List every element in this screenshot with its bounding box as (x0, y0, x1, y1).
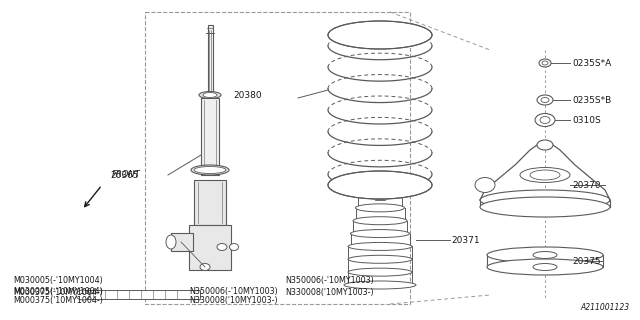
Ellipse shape (539, 59, 551, 67)
Ellipse shape (348, 255, 412, 263)
Text: 20370: 20370 (572, 180, 600, 189)
Ellipse shape (358, 191, 402, 199)
Text: N350006(-'10MY1003): N350006(-'10MY1003) (285, 276, 374, 284)
Text: 20365: 20365 (110, 171, 139, 180)
Text: M030005(-'10MY1004): M030005(-'10MY1004) (13, 276, 103, 284)
Bar (194, 180, 226, 225)
Ellipse shape (487, 259, 603, 275)
Ellipse shape (76, 290, 90, 300)
Bar (171, 233, 193, 251)
Ellipse shape (328, 171, 432, 199)
Ellipse shape (217, 244, 227, 251)
Text: M000375('10MY1004-): M000375('10MY1004-) (13, 296, 102, 305)
Text: FRONT: FRONT (112, 170, 141, 179)
Ellipse shape (348, 268, 412, 276)
Ellipse shape (535, 114, 555, 126)
Ellipse shape (194, 166, 226, 173)
Bar (87, 290, 200, 299)
Ellipse shape (371, 191, 389, 199)
Text: 0310S: 0310S (572, 116, 601, 124)
Text: N330008('10MY1003-): N330008('10MY1003-) (285, 289, 374, 298)
Ellipse shape (355, 204, 404, 212)
Text: A211001123: A211001123 (581, 303, 630, 312)
Ellipse shape (533, 252, 557, 259)
Text: 20375: 20375 (572, 257, 600, 266)
Ellipse shape (537, 140, 553, 150)
Text: M000375('10MY1004-): M000375('10MY1004-) (13, 289, 103, 298)
Text: N350006(-'10MY1003): N350006(-'10MY1003) (189, 287, 278, 296)
Ellipse shape (344, 281, 416, 289)
Ellipse shape (351, 229, 410, 237)
Ellipse shape (348, 243, 412, 251)
Text: 0235S*A: 0235S*A (572, 59, 611, 68)
Ellipse shape (166, 235, 176, 249)
Bar (201, 98, 219, 175)
Text: 20380: 20380 (233, 91, 262, 100)
Ellipse shape (487, 247, 603, 263)
Ellipse shape (199, 92, 221, 99)
Ellipse shape (533, 263, 557, 270)
Ellipse shape (328, 21, 432, 49)
Ellipse shape (475, 178, 495, 193)
Ellipse shape (200, 263, 210, 270)
Text: M030005(-'10MY1004): M030005(-'10MY1004) (13, 287, 102, 296)
Bar (207, 25, 212, 95)
Ellipse shape (203, 92, 217, 98)
Text: 0235S*B: 0235S*B (572, 95, 611, 105)
Ellipse shape (520, 167, 570, 182)
Ellipse shape (537, 95, 553, 105)
Ellipse shape (353, 217, 407, 225)
Ellipse shape (480, 197, 610, 217)
Text: 20371: 20371 (451, 236, 479, 244)
Ellipse shape (480, 190, 610, 210)
Ellipse shape (191, 165, 229, 175)
Bar (189, 225, 231, 270)
Bar (145, 12, 410, 304)
Text: N330008('10MY1003-): N330008('10MY1003-) (189, 296, 277, 305)
Ellipse shape (230, 244, 239, 251)
